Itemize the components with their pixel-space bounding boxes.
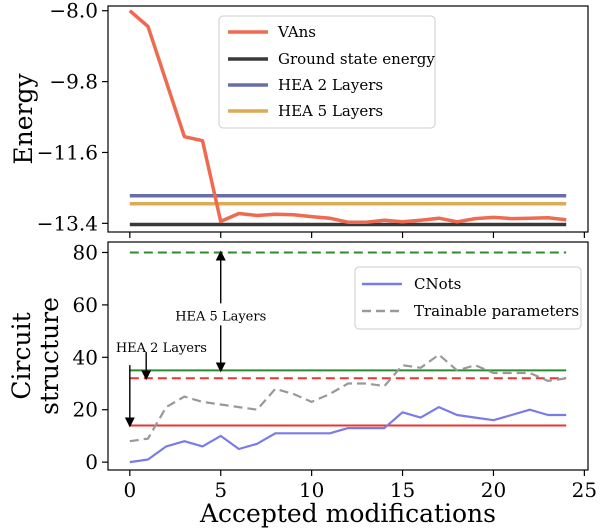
energy-ticks: −8.0 −9.8 −11.6 −13.4 <box>37 0 585 238</box>
circuit-xtick-label: 0 <box>123 478 136 502</box>
circuit-xtick-label: 5 <box>214 478 227 502</box>
legend-label-vans: VAns <box>277 23 316 41</box>
circuit-y-axis-label-line2: structure <box>35 297 64 415</box>
circuit-y-axis-label-line1: Circuit <box>7 312 36 399</box>
energy-plot-frame <box>107 5 589 233</box>
energy-ytick-label: −13.4 <box>37 211 98 235</box>
legend-label-hea2: HEA 2 Layers <box>278 76 383 94</box>
energy-ytick-label: −9.8 <box>49 70 98 94</box>
legend-label-hea5: HEA 5 Layers <box>278 102 383 120</box>
legend-label-cnots: CNots <box>414 275 461 293</box>
hea5-annotation-label: HEA 5 Layers <box>175 309 266 324</box>
circuit-ytick-label: 0 <box>85 450 98 474</box>
circuit-xtick-label: 25 <box>572 478 597 502</box>
circuit-legend-box <box>354 266 582 330</box>
energy-plot: −8.0 −9.8 −11.6 −13.4 Energy VAns Ground st… <box>9 0 589 238</box>
circuit-xtick-label: 20 <box>481 478 506 502</box>
energy-series-0 <box>128 9 567 224</box>
energy-legend: VAns Ground state energy HEA 2 Layers HE… <box>218 15 436 129</box>
energy-series-group <box>128 9 567 227</box>
hea2-annotation-label: HEA 2 Layers <box>116 341 207 356</box>
legend-label-ground-state: Ground state energy <box>278 50 435 68</box>
circuit-plot-frame <box>107 241 589 471</box>
circuit-series-group <box>129 251 567 464</box>
circuit-series-0 <box>129 406 567 464</box>
energy-ytick-label: −8.0 <box>49 0 98 23</box>
circuit-ytick-label: 20 <box>73 398 98 422</box>
energy-y-axis-label: Energy <box>9 73 38 165</box>
circuit-ytick-label: 40 <box>73 345 98 369</box>
circuit-ytick-label: 80 <box>73 240 98 264</box>
x-axis-label: Accepted modifications <box>199 499 496 528</box>
energy-ytick-label: −11.6 <box>37 140 98 164</box>
circuit-ytick-label: 60 <box>73 293 98 317</box>
legend-label-trainable: Trainable parameters <box>414 302 579 320</box>
circuit-legend: CNots Trainable parameters <box>354 266 582 330</box>
energy-legend-box <box>218 15 436 129</box>
circuit-xtick-label: 15 <box>390 478 415 502</box>
circuit-series-1 <box>129 353 567 443</box>
circuit-xtick-label: 10 <box>299 478 324 502</box>
circuit-structure-plot: HEA 5 Layers HEA 2 Layers 0 20 40 60 80 0 5 10 15… <box>7 240 597 528</box>
circuit-ticks: 0 20 40 60 80 0 5 10 15 20 25 <box>73 240 598 502</box>
circuit-annotations: HEA 5 Layers HEA 2 Layers <box>116 250 266 428</box>
